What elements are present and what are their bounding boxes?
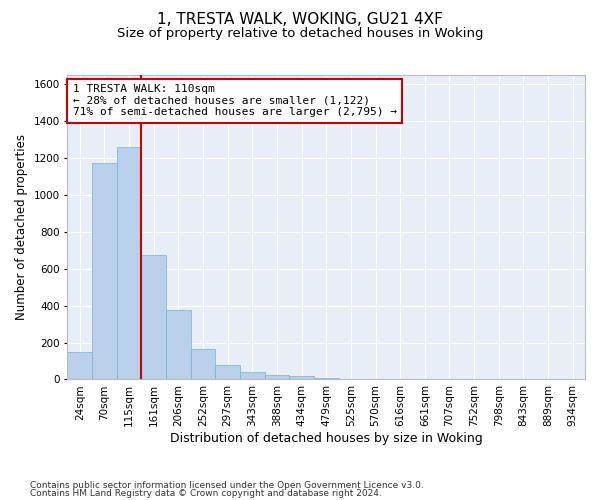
Text: Contains HM Land Registry data © Crown copyright and database right 2024.: Contains HM Land Registry data © Crown c…	[30, 488, 382, 498]
Text: Size of property relative to detached houses in Woking: Size of property relative to detached ho…	[117, 28, 483, 40]
Text: 1, TRESTA WALK, WOKING, GU21 4XF: 1, TRESTA WALK, WOKING, GU21 4XF	[157, 12, 443, 28]
Text: Contains public sector information licensed under the Open Government Licence v3: Contains public sector information licen…	[30, 481, 424, 490]
X-axis label: Distribution of detached houses by size in Woking: Distribution of detached houses by size …	[170, 432, 482, 445]
Bar	[215, 364, 240, 380]
Bar	[117, 147, 142, 380]
Bar	[142, 255, 166, 380]
Bar	[166, 310, 191, 380]
Bar	[191, 349, 215, 380]
Bar	[67, 352, 92, 380]
Y-axis label: Number of detached properties: Number of detached properties	[15, 134, 28, 320]
Bar	[289, 376, 314, 380]
Text: 1 TRESTA WALK: 110sqm
← 28% of detached houses are smaller (1,122)
71% of semi-d: 1 TRESTA WALK: 110sqm ← 28% of detached …	[73, 84, 397, 117]
Bar	[265, 375, 289, 380]
Bar	[92, 162, 117, 380]
Bar	[240, 372, 265, 380]
Bar	[314, 378, 338, 380]
